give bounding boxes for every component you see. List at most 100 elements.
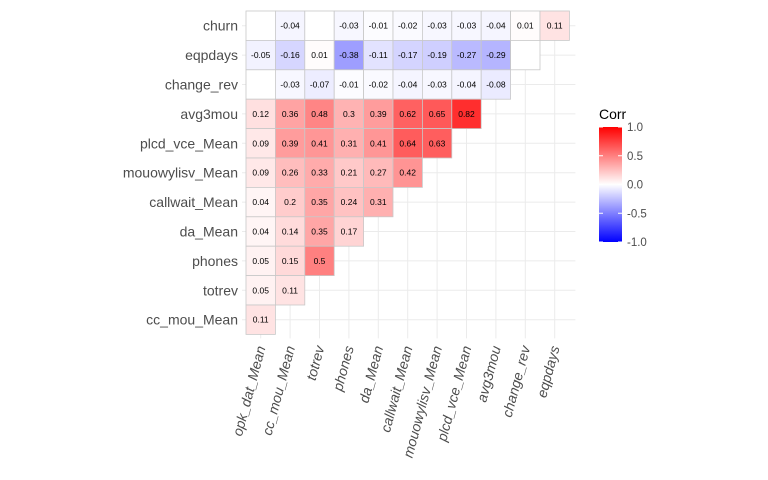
heatmap-cell (304, 245, 335, 276)
heatmap-value-label: -0.27 (457, 50, 477, 60)
legend-tick-label: 0.0 (627, 180, 643, 192)
heatmap-value-label: 0.09 (252, 168, 269, 178)
heatmap-cell (510, 10, 541, 41)
y-axis-tick-label: avg3mou (180, 106, 238, 122)
heatmap-value-label: -0.03 (427, 80, 447, 90)
y-axis-tick-label: plcd_vce_Mean (140, 135, 238, 151)
heatmap-value-label: 0.39 (370, 109, 387, 119)
y-axis-tick-label: phones (192, 253, 238, 269)
heatmap-value-labels: -0.04 -0.03 -0.01 -0.02 -0.03 -0.03 -0.04 0.01 0… (251, 21, 563, 325)
heatmap-value-label: 0.04 (252, 197, 269, 207)
heatmap-value-label: 0.11 (547, 21, 563, 31)
heatmap-value-label: 0.33 (311, 168, 328, 178)
heatmap-cell (304, 69, 335, 100)
heatmap-value-label: 0.01 (517, 21, 534, 31)
heatmap-value-label: -0.03 (427, 21, 447, 31)
heatmap-cell (304, 40, 335, 71)
heatmap-cell (392, 128, 423, 159)
heatmap-value-label: 0.26 (282, 168, 299, 178)
heatmap-value-label: 0.63 (429, 138, 446, 148)
heatmap-value-label: 0.35 (311, 227, 328, 237)
heatmap-cell (451, 98, 482, 129)
y-axis-tick-label: totrev (203, 282, 238, 298)
heatmap-cell (274, 186, 306, 218)
heatmap-value-label: 0.27 (370, 168, 387, 178)
heatmap-value-label: 0.35 (311, 197, 328, 207)
heatmap-cell (245, 186, 276, 218)
heatmap-cell (363, 157, 394, 188)
heatmap-value-label: -0.04 (457, 80, 477, 90)
heatmap-value-label: -0.02 (398, 21, 418, 31)
heatmap-value-label: -0.19 (427, 50, 447, 60)
heatmap-cell (274, 275, 306, 306)
heatmap-value-label: -0.01 (369, 21, 389, 31)
heatmap-value-label: 0.48 (311, 109, 328, 119)
x-axis-tick-label: avg3mou (473, 344, 503, 404)
heatmap-cell (245, 40, 276, 71)
x-axis-tick-label: eqpdays (533, 344, 562, 399)
heatmap-cell (304, 10, 335, 41)
x-axis-tick-label: phones (329, 344, 357, 393)
heatmap-cell (333, 186, 365, 218)
heatmap-cell (451, 10, 482, 41)
heatmap-value-label: 0.39 (282, 138, 299, 148)
heatmap-value-label: 0.31 (370, 197, 387, 207)
heatmap-value-label: 0.11 (253, 315, 269, 325)
heatmap-value-label: 0.41 (311, 138, 328, 148)
heatmap-value-label: -0.38 (339, 50, 359, 60)
heatmap-cell (304, 98, 335, 129)
x-axis-tick-label: da_Mean (356, 344, 387, 405)
legend-tick-label: 0.5 (627, 151, 643, 163)
heatmap-cell (333, 40, 365, 71)
heatmap-value-label: 0.36 (282, 109, 299, 119)
heatmap-cell (363, 186, 394, 218)
heatmap-cell (421, 128, 453, 159)
y-axis-tick-label: change_rev (165, 77, 238, 93)
heatmap-value-label: -0.04 (398, 80, 418, 90)
heatmap-cell (480, 69, 512, 100)
heatmap-value-label: -0.02 (369, 80, 389, 90)
y-axis-tick-label: cc_mou_Mean (146, 312, 238, 328)
heatmap-value-label: 0.21 (341, 168, 358, 178)
heatmap-cell (274, 40, 306, 71)
heatmap-value-label: 0.05 (252, 285, 269, 295)
heatmap-cell (363, 128, 394, 159)
heatmap-cell (451, 40, 482, 71)
heatmap-value-label: -0.17 (398, 50, 418, 60)
heatmap-tiles (245, 10, 570, 335)
heatmap-value-label: 0.15 (282, 256, 299, 266)
heatmap-value-label: 0.62 (399, 109, 416, 119)
heatmap-value-label: 0.65 (429, 109, 446, 119)
heatmap-value-label: 0.12 (252, 109, 269, 119)
heatmap-value-label: 0.2 (284, 197, 296, 207)
heatmap-value-label: -0.03 (457, 21, 477, 31)
heatmap-cell (304, 157, 335, 188)
heatmap-cell (421, 40, 453, 71)
legend-colorbar (599, 127, 622, 242)
heatmap-value-label: 0.24 (341, 197, 358, 207)
heatmap-value-label: -0.04 (486, 21, 506, 31)
y-axis-tick-label: churn (203, 18, 238, 34)
heatmap-cell (245, 216, 276, 247)
x-axis-tick-label: change_rev (499, 343, 534, 419)
y-axis-tick-label: mouowylisv_Mean (123, 165, 238, 181)
heatmap-value-label: -0.11 (369, 50, 388, 60)
heatmap-cell (245, 245, 276, 276)
heatmap-cell (245, 10, 276, 41)
heatmap-cell (245, 98, 276, 129)
heatmap-value-label: 0.05 (252, 256, 269, 266)
heatmap-value-label: 0.17 (341, 227, 358, 237)
heatmap-value-label: 0.5 (314, 256, 326, 266)
heatmap-cell (539, 10, 570, 41)
heatmap-value-label: -0.08 (486, 80, 506, 90)
heatmap-cell (392, 10, 423, 41)
heatmap-value-label: -0.16 (280, 50, 300, 60)
legend-title: Corr (599, 106, 627, 122)
heatmap-cell (392, 157, 423, 188)
heatmap-value-label: 0.11 (282, 285, 298, 295)
heatmap-value-label: 0.09 (252, 138, 269, 148)
heatmap-value-label: 0.01 (311, 50, 328, 60)
heatmap-value-label: -0.05 (251, 50, 271, 60)
heatmap-value-label: -0.04 (280, 21, 300, 31)
